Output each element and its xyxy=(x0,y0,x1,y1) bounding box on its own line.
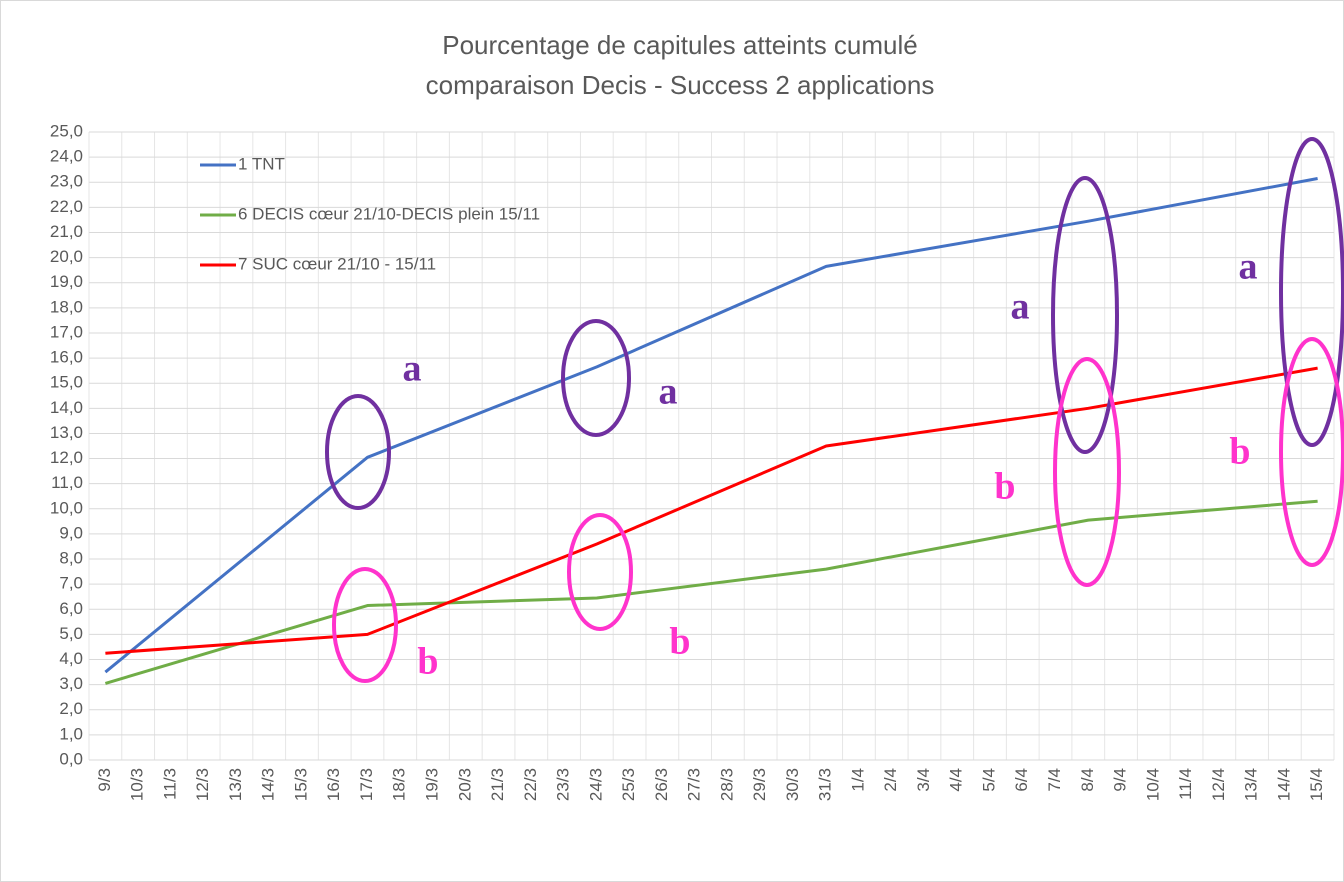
x-tick-label: 10/4 xyxy=(1143,768,1162,801)
y-tick-label: 5,0 xyxy=(59,624,83,643)
y-tick-label: 15,0 xyxy=(50,373,83,392)
x-tick-label: 13/4 xyxy=(1242,768,1261,801)
x-tick-label: 11/3 xyxy=(160,768,179,800)
x-tick-label: 31/3 xyxy=(816,768,835,801)
x-tick-label: 20/3 xyxy=(455,768,474,801)
series-line xyxy=(104,499,1318,685)
x-tick-label: 13/3 xyxy=(226,768,245,801)
y-tick-label: 14,0 xyxy=(50,398,83,417)
legend-label: 1 TNT xyxy=(238,154,285,173)
x-tick-label: 25/3 xyxy=(619,768,638,801)
y-tick-label: 21,0 xyxy=(50,222,83,241)
legend-label: 7 SUC cœur 21/10 - 15/11 xyxy=(238,254,436,273)
x-tick-label: 12/4 xyxy=(1209,768,1228,801)
x-tick-label: 21/3 xyxy=(488,768,507,801)
y-tick-label: 2,0 xyxy=(59,699,83,718)
annotation-label: a xyxy=(1011,286,1030,328)
x-tick-label: 14/4 xyxy=(1274,768,1293,801)
y-tick-label: 1,0 xyxy=(59,724,83,743)
x-tick-label: 22/3 xyxy=(521,768,540,801)
y-tick-label: 7,0 xyxy=(59,574,83,593)
x-tick-label: 10/3 xyxy=(128,768,147,801)
x-tick-label: 15/3 xyxy=(291,768,310,801)
annotation-ellipse xyxy=(332,567,398,683)
x-tick-label: 1/4 xyxy=(848,768,867,792)
y-tick-label: 20,0 xyxy=(50,247,83,266)
annotation-ellipse xyxy=(1051,176,1119,454)
x-tick-label: 30/3 xyxy=(783,768,802,801)
x-tick-label: 4/4 xyxy=(947,768,966,792)
annotation-label: b xyxy=(669,621,690,663)
x-tick-label: 14/3 xyxy=(259,768,278,801)
y-tick-label: 24,0 xyxy=(50,147,83,166)
x-tick-label: 7/4 xyxy=(1045,768,1064,792)
annotation-label: a xyxy=(403,348,422,390)
x-tick-label: 24/3 xyxy=(586,768,605,801)
series-line xyxy=(105,366,1318,655)
annotation-label: a xyxy=(1239,246,1258,288)
annotation-label: a xyxy=(659,371,678,413)
x-tick-label: 9/4 xyxy=(1111,768,1130,792)
x-tick-label: 15/4 xyxy=(1307,768,1326,801)
y-tick-label: 17,0 xyxy=(50,322,83,341)
x-tick-label: 5/4 xyxy=(979,768,998,792)
y-tick-label: 8,0 xyxy=(59,549,83,568)
x-tick-label: 17/3 xyxy=(357,768,376,801)
y-tick-label: 19,0 xyxy=(50,272,83,291)
x-tick-label: 26/3 xyxy=(652,768,671,801)
series-line xyxy=(104,176,1318,674)
x-tick-label: 18/3 xyxy=(390,768,409,801)
legend-label: 6 DECIS cœur 21/10-DECIS plein 15/11 xyxy=(238,204,540,223)
annotation-ellipse xyxy=(1279,137,1344,447)
x-tick-label: 8/4 xyxy=(1078,768,1097,792)
y-tick-label: 10,0 xyxy=(50,498,83,517)
y-tick-label: 0,0 xyxy=(59,749,83,768)
x-tick-label: 19/3 xyxy=(422,768,441,801)
x-tick-label: 16/3 xyxy=(324,768,343,801)
x-tick-label: 28/3 xyxy=(717,768,736,801)
x-tick-label: 12/3 xyxy=(193,768,212,801)
x-tick-label: 6/4 xyxy=(1012,768,1031,792)
y-tick-label: 4,0 xyxy=(59,649,83,668)
chart-subtitle: comparaison Decis - Success 2 applicatio… xyxy=(426,70,935,100)
chart-title: Pourcentage de capitules atteints cumulé xyxy=(442,30,918,60)
y-tick-label: 23,0 xyxy=(50,172,83,191)
annotation-ellipse xyxy=(561,319,631,437)
y-tick-label: 9,0 xyxy=(59,523,83,542)
y-tick-label: 13,0 xyxy=(50,423,83,442)
y-tick-label: 3,0 xyxy=(59,674,83,693)
y-tick-label: 6,0 xyxy=(59,599,83,618)
x-tick-label: 29/3 xyxy=(750,768,769,801)
x-tick-label: 2/4 xyxy=(881,768,900,792)
y-tick-label: 18,0 xyxy=(50,297,83,316)
x-tick-label: 27/3 xyxy=(685,768,704,801)
x-tick-label: 3/4 xyxy=(914,768,933,792)
x-tick-label: 9/3 xyxy=(95,768,114,792)
y-tick-label: 22,0 xyxy=(50,197,83,216)
annotation-ellipse xyxy=(567,513,633,631)
y-tick-label: 12,0 xyxy=(50,448,83,467)
annotation-label: b xyxy=(994,466,1015,508)
annotation-ellipse xyxy=(1053,357,1121,587)
annotation-label: b xyxy=(417,641,438,683)
y-tick-label: 25,0 xyxy=(50,121,83,140)
x-tick-label: 23/3 xyxy=(554,768,573,801)
y-tick-label: 16,0 xyxy=(50,348,83,367)
annotation-label: b xyxy=(1229,431,1250,473)
annotation-ellipse xyxy=(1279,337,1344,567)
x-tick-label: 11/4 xyxy=(1176,768,1195,800)
annotation-ellipse xyxy=(325,394,391,510)
y-tick-label: 11,0 xyxy=(51,473,83,492)
